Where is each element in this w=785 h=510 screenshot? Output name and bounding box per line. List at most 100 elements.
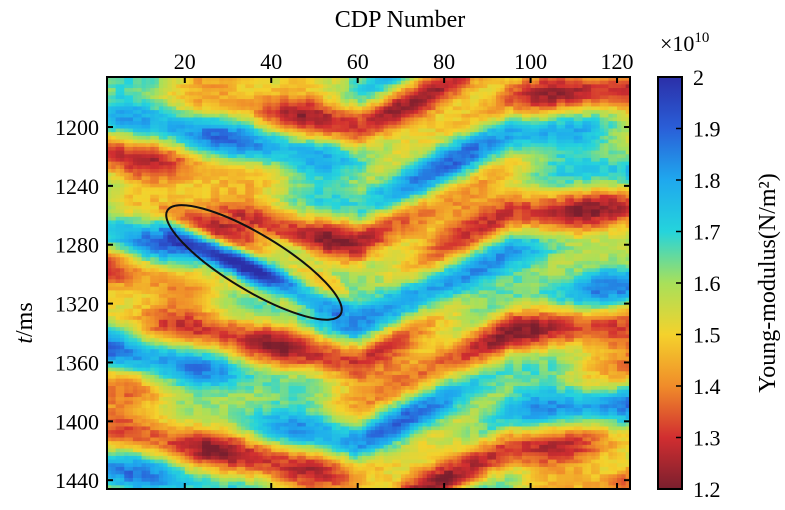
heatmap-cell xyxy=(245,143,251,148)
heatmap-cell xyxy=(210,308,216,314)
heatmap-cell xyxy=(171,224,177,229)
heatmap-cell xyxy=(189,99,195,104)
heatmap-cell xyxy=(253,283,259,288)
heatmap-cell xyxy=(202,242,208,247)
heatmap-cell xyxy=(215,301,220,306)
heatmap-cell xyxy=(206,352,212,358)
heatmap-cell xyxy=(288,77,294,82)
heatmap-cell xyxy=(284,183,290,188)
heatmap-cell xyxy=(232,213,238,218)
heatmap-cell xyxy=(145,275,151,280)
heatmap-cell xyxy=(141,378,147,383)
heatmap-cell xyxy=(266,157,272,163)
heatmap-cell xyxy=(258,110,264,115)
heatmap-cell xyxy=(275,271,281,277)
heatmap-cell xyxy=(262,84,268,89)
heatmap-cell xyxy=(176,128,182,133)
heatmap-cell xyxy=(266,367,272,372)
heatmap-cell xyxy=(275,485,281,489)
heatmap-cell xyxy=(228,110,233,115)
heatmap-cell xyxy=(202,209,208,214)
heatmap-cell xyxy=(253,279,259,284)
heatmap-cell xyxy=(115,135,121,141)
heatmap-cell xyxy=(288,117,294,122)
heatmap-cell xyxy=(141,430,147,435)
heatmap-cell xyxy=(284,393,290,398)
heatmap-cell xyxy=(288,393,294,398)
heatmap-cell xyxy=(128,110,134,115)
heatmap-cell xyxy=(249,143,255,148)
heatmap-cell xyxy=(240,459,246,464)
heatmap-cell xyxy=(193,433,199,439)
heatmap-cell xyxy=(137,113,143,119)
heatmap-cell xyxy=(115,168,121,174)
heatmap-cell xyxy=(266,426,272,431)
heatmap-cell xyxy=(288,95,294,100)
heatmap-cell xyxy=(266,433,272,439)
heatmap-cell xyxy=(128,393,134,398)
heatmap-cell xyxy=(197,319,203,325)
heatmap-cell xyxy=(163,382,169,387)
heatmap-cell xyxy=(124,191,130,196)
heatmap-cell xyxy=(167,95,173,100)
heatmap-cell xyxy=(262,411,268,417)
heatmap-cell xyxy=(124,95,130,100)
heatmap-cell xyxy=(219,367,225,372)
heatmap-cell xyxy=(275,183,281,188)
heatmap-cell xyxy=(240,77,246,82)
heatmap-cell xyxy=(258,437,264,442)
heatmap-cell xyxy=(279,286,285,291)
heatmap-cell xyxy=(253,397,259,402)
heatmap-cell xyxy=(206,441,212,446)
heatmap-cell xyxy=(275,117,281,122)
heatmap-cell xyxy=(245,294,251,299)
heatmap-cell xyxy=(202,117,208,122)
heatmap-cell xyxy=(124,246,130,251)
heatmap-cell xyxy=(132,408,138,413)
heatmap-cell xyxy=(197,316,203,321)
heatmap-cell xyxy=(119,297,125,302)
heatmap-cell xyxy=(145,422,151,428)
heatmap-cell xyxy=(111,338,117,343)
heatmap-cell xyxy=(223,371,229,376)
heatmap-cell xyxy=(184,88,190,93)
heatmap-cell xyxy=(119,157,125,163)
heatmap-cell xyxy=(158,165,164,170)
heatmap-cell xyxy=(271,441,277,446)
heatmap-cell xyxy=(202,294,208,299)
heatmap-cell xyxy=(158,319,164,325)
heatmap-cell xyxy=(297,297,303,302)
heatmap-cell xyxy=(137,102,143,108)
heatmap-cell xyxy=(292,408,298,413)
heatmap-cell xyxy=(171,374,177,380)
heatmap-cell xyxy=(223,308,229,314)
heatmap-cell xyxy=(215,183,220,188)
heatmap-cell xyxy=(253,363,259,369)
heatmap-cell xyxy=(145,426,151,431)
heatmap-cell xyxy=(271,194,277,199)
heatmap-cell xyxy=(236,102,242,108)
heatmap-cell xyxy=(107,117,112,122)
heatmap-cell xyxy=(154,187,160,192)
heatmap-cell xyxy=(215,213,220,218)
heatmap-cell xyxy=(128,404,134,409)
heatmap-cell xyxy=(163,378,169,383)
heatmap-cell xyxy=(292,444,298,450)
heatmap-cell xyxy=(232,194,238,199)
heatmap-cell xyxy=(262,176,268,181)
heatmap-cell xyxy=(223,132,229,137)
heatmap-cell xyxy=(215,463,220,468)
heatmap-cell xyxy=(223,433,229,439)
heatmap-cell xyxy=(145,408,151,413)
heatmap-cell xyxy=(180,238,186,244)
heatmap-cell xyxy=(197,345,203,350)
heatmap-cell xyxy=(184,433,190,439)
heatmap-cell xyxy=(141,459,147,464)
heatmap-cell xyxy=(193,419,199,424)
heatmap-cell xyxy=(197,113,203,119)
heatmap-cell xyxy=(240,275,246,280)
heatmap-cell xyxy=(141,367,147,372)
heatmap-cell xyxy=(292,378,298,383)
heatmap-cell xyxy=(228,301,233,306)
heatmap-cell xyxy=(210,271,216,277)
